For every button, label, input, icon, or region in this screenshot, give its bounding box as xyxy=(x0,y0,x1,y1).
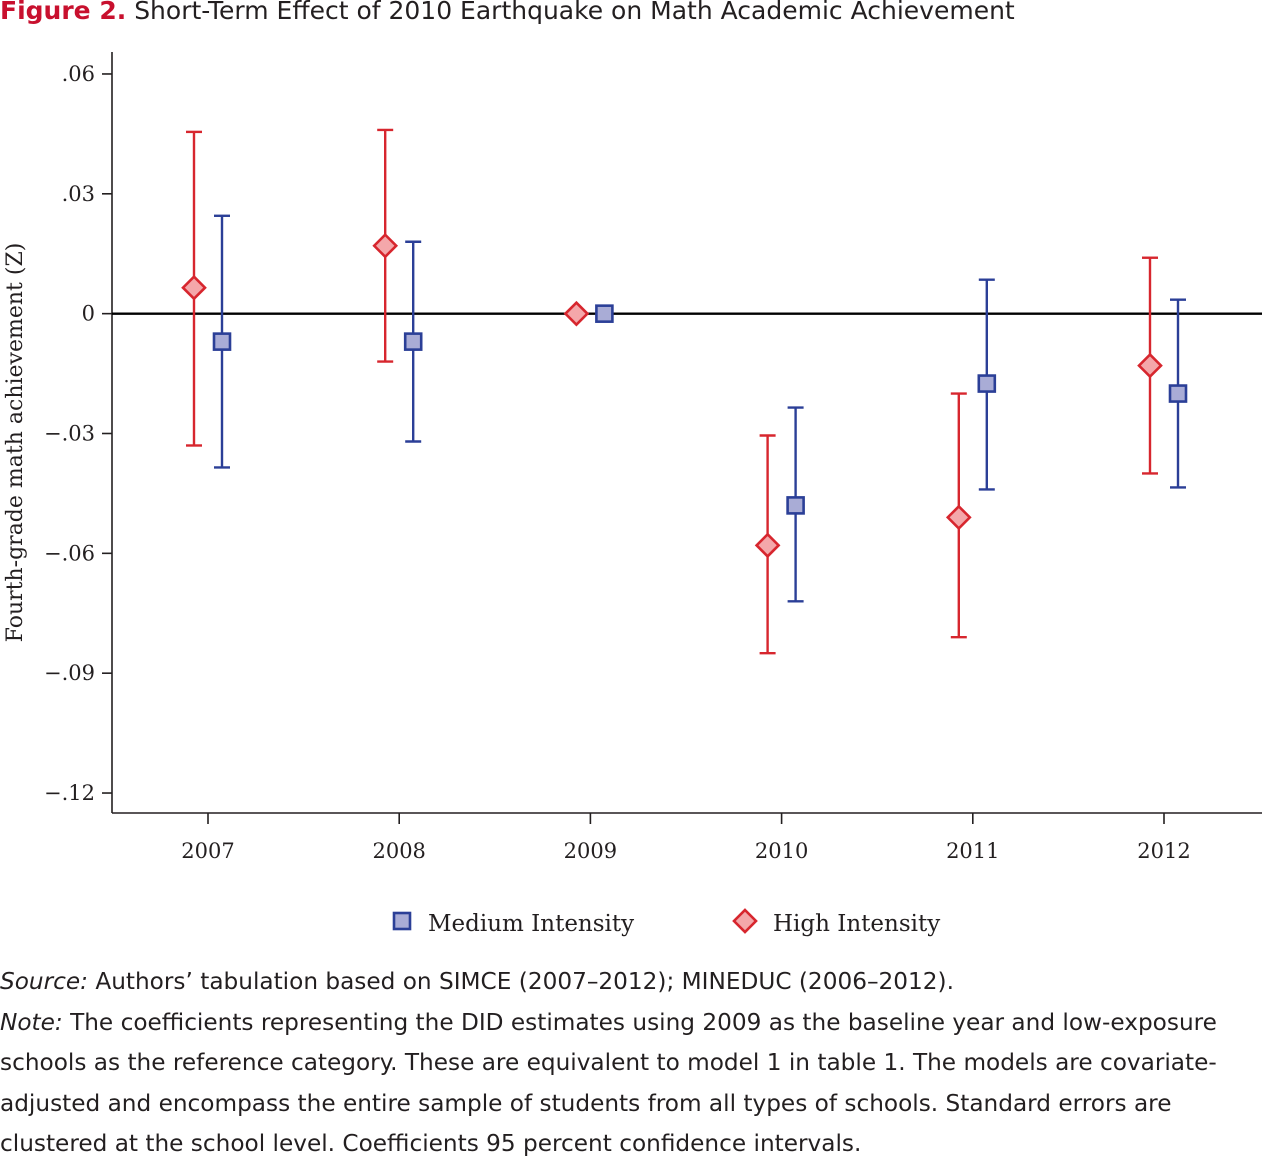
y-tick-label: −.09 xyxy=(44,661,95,685)
high-intensity-point-2011 xyxy=(945,504,972,531)
x-tick-label: 2012 xyxy=(1137,839,1190,863)
source-label: Source: xyxy=(0,968,88,995)
y-tick-label: −.12 xyxy=(44,781,95,805)
medium-intensity-point-2010 xyxy=(786,496,805,515)
legend-marker xyxy=(732,908,758,934)
source-line: Source: Authors’ tabulation based on SIM… xyxy=(0,962,1278,1003)
y-tick-label: 0 xyxy=(82,302,95,326)
high-intensity-point-2010 xyxy=(754,532,781,559)
y-tick-label: −.03 xyxy=(44,421,95,445)
chart-area: .06 .03 0 −.03 −.06 −.09 −.12 2007 2008 2009 2010 2… xyxy=(3,52,1262,937)
high-intensity-point-2009 xyxy=(563,300,590,327)
high-intensity-point-2008 xyxy=(372,232,399,259)
legend-marker xyxy=(392,911,412,931)
legend-label: Medium Intensity xyxy=(428,911,634,937)
medium-intensity-point-2008 xyxy=(403,332,423,351)
legend-item-high: High Intensity xyxy=(732,908,940,937)
medium-intensity-point-2012 xyxy=(1168,384,1188,403)
chart-axes: .06 .03 0 −.03 −.06 −.09 −.12 2007 2008 2009 2010 2… xyxy=(3,52,1262,863)
source-text: Authors’ tabulation based on SIMCE (2007… xyxy=(87,968,954,995)
medium-intensity-point-2011 xyxy=(977,374,997,393)
x-tick-label: 2011 xyxy=(946,839,999,863)
high-intensity-point-2012 xyxy=(1137,352,1163,379)
medium-intensity-point-2007 xyxy=(212,332,232,351)
chart-legend: Medium Intensity High Intensity xyxy=(392,908,940,937)
legend-label: High Intensity xyxy=(773,911,940,937)
y-tick-label: −.06 xyxy=(44,541,95,565)
note-text: The coefficients representing the DID es… xyxy=(0,1008,1217,1158)
chart-marks xyxy=(181,128,1188,655)
note-label: Note: xyxy=(0,1008,63,1036)
note-paragraph: Note: The coefficients representing the … xyxy=(0,1003,1278,1165)
y-axis-title: Fourth-grade math achievement (Z) xyxy=(3,243,28,643)
y-tick-label: .06 xyxy=(62,62,95,86)
medium-intensity-point-2009 xyxy=(595,304,614,323)
figure-title-text: Short-Term Effect of 2010 Earthquake on … xyxy=(134,0,1015,25)
figure-footer: Source: Authors’ tabulation based on SIM… xyxy=(0,962,1278,1165)
legend-item-medium: Medium Intensity xyxy=(392,911,634,937)
figure-title: Figure 2. Short-Term Effect of 2010 Eart… xyxy=(0,0,1015,25)
x-tick-label: 2008 xyxy=(372,839,425,863)
x-tick-label: 2009 xyxy=(564,839,617,863)
y-tick-label: .03 xyxy=(62,182,95,206)
x-tick-label: 2010 xyxy=(755,839,808,863)
x-tick-label: 2007 xyxy=(181,839,234,863)
figure-label: Figure 2. xyxy=(0,0,127,25)
high-intensity-point-2007 xyxy=(181,274,207,301)
